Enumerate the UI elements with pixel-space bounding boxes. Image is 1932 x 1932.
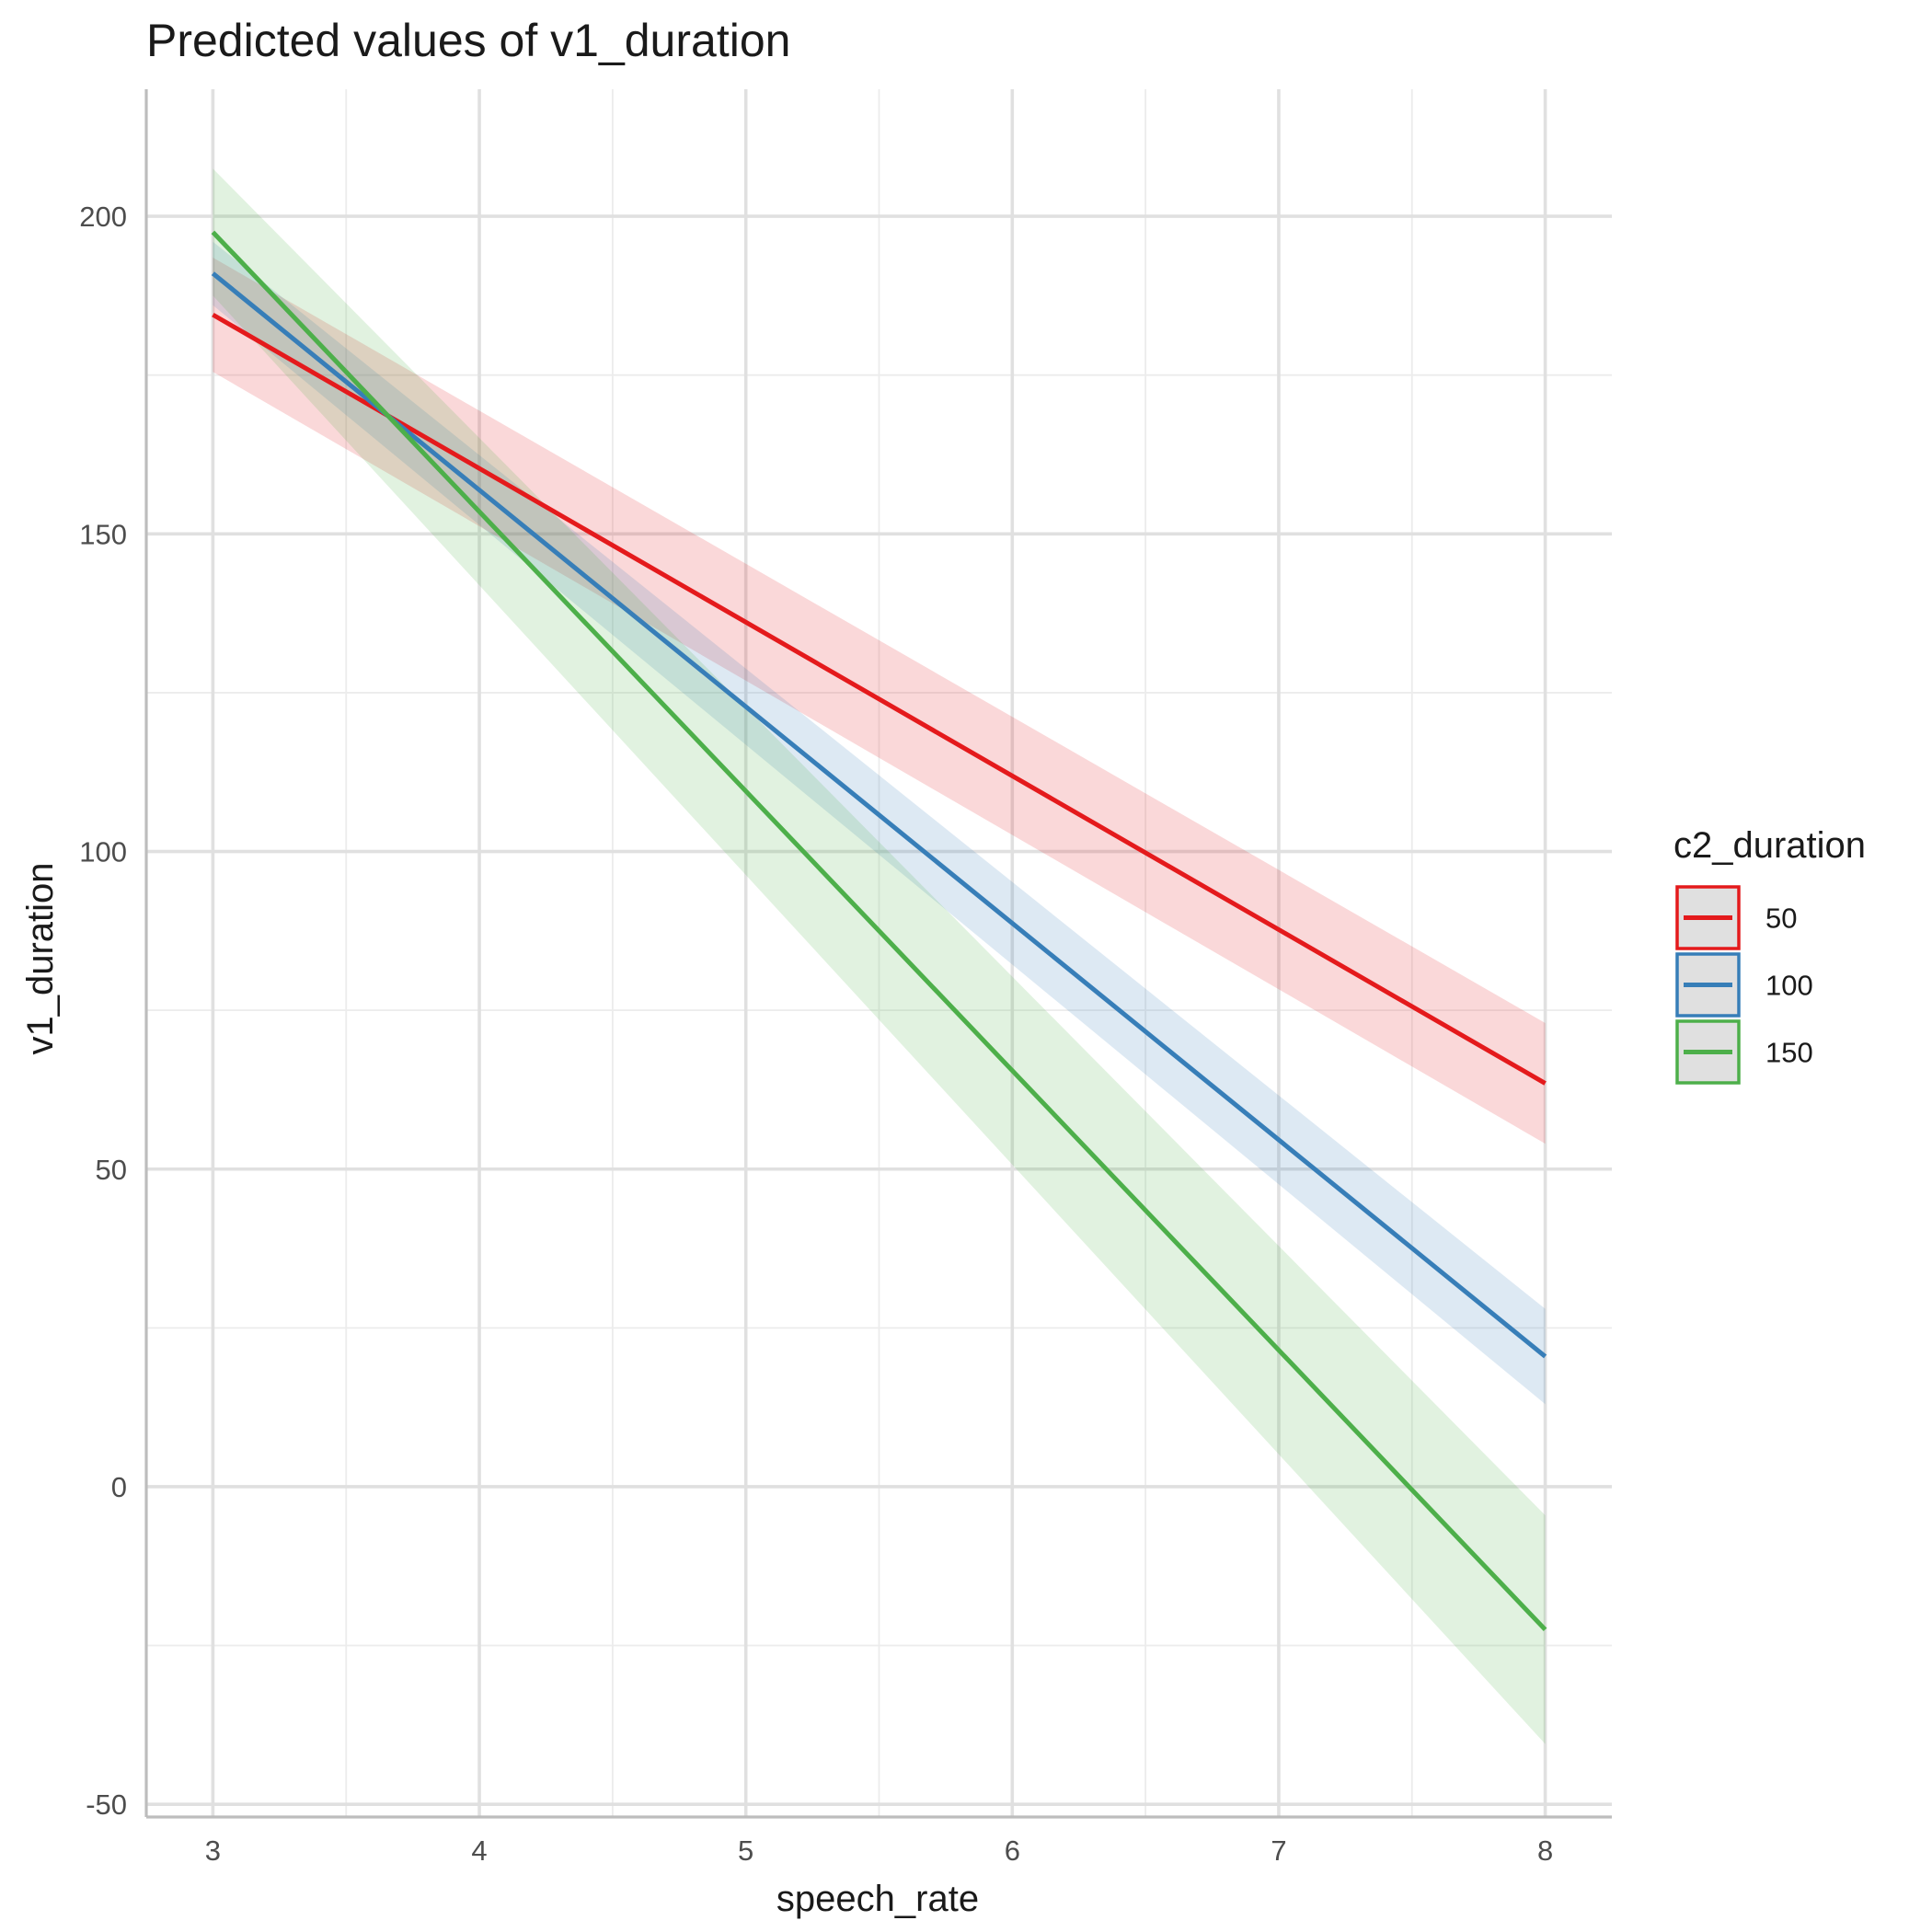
series-line-100: [211, 271, 1547, 1359]
chart-title: Predicted values of v1_duration: [146, 15, 790, 66]
legend-title: c2_duration: [1673, 825, 1866, 866]
axes: [144, 89, 1612, 1819]
legend-label-150: 150: [1765, 1037, 1813, 1069]
series-line-150: [211, 230, 1547, 1632]
x-axis-title: speech_rate: [776, 1879, 979, 1919]
legend-label-50: 50: [1765, 903, 1797, 935]
y-tick-label: 100: [79, 836, 127, 868]
legend-label-100: 100: [1765, 970, 1813, 1002]
legend-item-50: 50: [1675, 885, 1797, 950]
x-tick-label: 8: [1537, 1834, 1553, 1867]
y-tick-label: 0: [111, 1471, 127, 1503]
x-tick-label: 7: [1271, 1834, 1286, 1867]
legend: c2_duration 50 100 150: [1673, 825, 1866, 1085]
y-tick-label: 200: [79, 201, 127, 233]
x-tick-label: 5: [738, 1834, 753, 1867]
y-tick-label: -50: [86, 1788, 127, 1821]
y-axis-title: v1_duration: [20, 862, 61, 1054]
series-lines: [211, 230, 1547, 1632]
tick-labels: 3 4 5 6 7 8 -50 0 50 100 150 200: [79, 201, 1553, 1867]
legend-item-150: 150: [1675, 1019, 1813, 1085]
x-tick-label: 6: [1005, 1834, 1020, 1867]
series-line-50: [212, 312, 1547, 1086]
x-tick-label: 3: [205, 1834, 221, 1867]
confidence-band-100: [213, 241, 1546, 1405]
confidence-band-150: [213, 168, 1546, 1744]
y-tick-label: 150: [79, 518, 127, 550]
grid: [146, 89, 1612, 1817]
legend-item-100: 100: [1675, 952, 1813, 1018]
x-tick-label: 4: [471, 1834, 487, 1867]
y-tick-label: 50: [96, 1154, 127, 1186]
